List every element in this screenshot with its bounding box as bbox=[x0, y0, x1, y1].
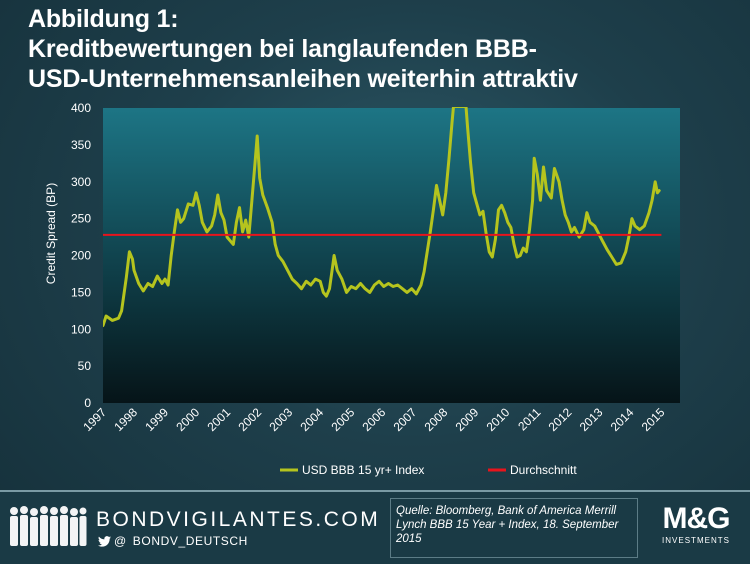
people-silhouette-icon bbox=[10, 506, 87, 546]
at-symbol: @ bbox=[114, 534, 127, 548]
x-tick-label: 2012 bbox=[546, 405, 575, 434]
x-tick-label: 2010 bbox=[484, 405, 513, 434]
x-tick-label: 2007 bbox=[391, 405, 420, 434]
x-tick-label: 2015 bbox=[639, 405, 668, 434]
x-tick-label: 2001 bbox=[204, 405, 233, 434]
line-chart: 0 50 100 150 200 250 300 350 400 1997 1998 1999 200… bbox=[44, 101, 680, 477]
series-line-usd-bbb-index bbox=[103, 107, 661, 328]
source-box bbox=[390, 498, 638, 558]
x-tick-label: 1998 bbox=[111, 405, 140, 434]
title-line-3: USD-Unternehmensanleihen weiterhin attra… bbox=[28, 65, 578, 93]
plot-area bbox=[103, 108, 680, 403]
x-tick-label: 2002 bbox=[235, 405, 264, 434]
x-tick-label: 2005 bbox=[329, 405, 358, 434]
y-tick-label: 300 bbox=[71, 175, 91, 189]
mg-logo-subtext: INVESTMENTS bbox=[662, 536, 730, 545]
legend-item-index-label: USD BBB 15 yr+ Index bbox=[302, 463, 424, 477]
y-tick-label: 200 bbox=[71, 249, 91, 263]
y-tick-label: 50 bbox=[78, 359, 92, 373]
title-line-2: Kreditbewertungen bei langlaufenden BBB- bbox=[28, 35, 537, 63]
y-tick-label: 0 bbox=[84, 396, 91, 410]
legend-item-average-label: Durchschnitt bbox=[510, 463, 577, 477]
x-tick-label: 2009 bbox=[453, 405, 482, 434]
y-axis-label: Credit Spread (BP) bbox=[44, 183, 58, 284]
y-tick-label: 400 bbox=[71, 101, 91, 115]
twitter-handle: BONDV_DEUTSCH bbox=[132, 534, 248, 548]
y-tick-label: 350 bbox=[71, 138, 91, 152]
x-tick-label: 2003 bbox=[266, 405, 295, 434]
y-axis: 0 50 100 150 200 250 300 350 400 bbox=[71, 101, 91, 410]
x-axis: 1997 1998 1999 2000 2001 2002 2003 2004 2005 2006… bbox=[80, 405, 667, 434]
series-layer bbox=[103, 107, 662, 328]
twitter-handle-line: @ BONDV_DEUTSCH bbox=[98, 534, 248, 548]
mg-logo-text: M&G bbox=[662, 502, 731, 535]
brand-name: BONDVIGILANTES.COM bbox=[96, 508, 381, 531]
x-tick-label: 2013 bbox=[577, 405, 606, 434]
chart-title: Abbildung 1: Kreditbewertungen bei langl… bbox=[28, 4, 728, 94]
y-tick-label: 250 bbox=[71, 212, 91, 226]
legend: USD BBB 15 yr+ Index Durchschnitt bbox=[280, 463, 577, 477]
x-tick-label: 1999 bbox=[142, 405, 171, 434]
y-tick-label: 100 bbox=[71, 322, 91, 336]
x-tick-label: 2008 bbox=[422, 405, 451, 434]
x-tick-label: 2006 bbox=[360, 405, 389, 434]
x-tick-label: 2000 bbox=[173, 405, 202, 434]
y-tick-label: 150 bbox=[71, 285, 91, 299]
source-note: Quelle: Bloomberg, Bank of America Merri… bbox=[396, 505, 619, 545]
mg-investments-logo: M&G INVESTMENTS bbox=[650, 502, 742, 554]
x-tick-label: 2014 bbox=[608, 405, 637, 434]
footer: BONDVIGILANTES.COM @ BONDV_DEUTSCH Quell… bbox=[0, 490, 750, 564]
title-line-1: Abbildung 1: bbox=[28, 5, 179, 33]
x-tick-label: 2004 bbox=[297, 405, 326, 434]
x-tick-label: 2011 bbox=[515, 405, 543, 433]
twitter-bird-icon bbox=[98, 535, 111, 547]
